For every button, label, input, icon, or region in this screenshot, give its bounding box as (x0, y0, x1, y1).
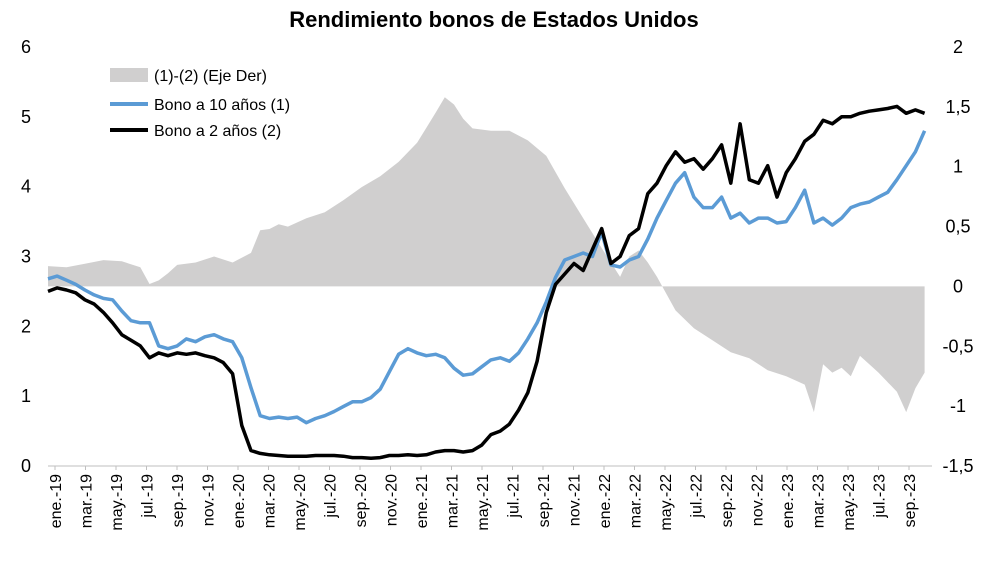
x-tick-label: nov.-22 (750, 474, 767, 526)
y-right-tick-label: -1,5 (942, 456, 973, 476)
x-tick-label: sep.-20 (353, 474, 370, 527)
yield-lines-layer (47, 104, 927, 461)
y-left-tick-label: 4 (21, 177, 31, 197)
x-tick-label: may.-21 (475, 474, 492, 531)
x-tick-label: jul.-23 (872, 474, 889, 519)
y-right-tick-label: 1,5 (945, 97, 970, 117)
x-tick-label: sep.-21 (536, 474, 553, 527)
y-left-tick-label: 2 (21, 316, 31, 336)
x-tick-label: ene.-21 (414, 474, 431, 528)
x-tick-label: jul.-20 (323, 474, 340, 519)
legend: (1)-(2) (Eje Der) Bono a 10 años (1) Bon… (110, 68, 290, 140)
y-right-tick-label: -0,5 (942, 336, 973, 356)
y-axis-left: 0 1 2 3 4 5 6 (21, 37, 31, 476)
series-line-2y (47, 104, 926, 461)
y-right-tick-label: 0,5 (945, 217, 970, 237)
legend-label-2y: Bono a 2 años (2) (154, 123, 281, 140)
y-axis-right: -1,5 -1 -0,5 0 0,5 1 1,5 2 (942, 37, 973, 476)
x-tick-label: may.-19 (109, 474, 126, 531)
x-tick-label: mar.-23 (811, 474, 828, 528)
y-right-tick-label: 1 (953, 157, 963, 177)
x-tick-label: jul.-22 (689, 474, 706, 519)
x-tick-label: nov.-19 (201, 474, 218, 526)
x-tick-label: may.-20 (292, 474, 309, 531)
x-tick-label: nov.-21 (567, 474, 584, 526)
x-tick-label: jul.-21 (506, 474, 523, 519)
x-tick-label: sep.-22 (719, 474, 736, 527)
y-left-tick-label: 5 (21, 107, 31, 127)
chart-title: Rendimiento bonos de Estados Unidos (289, 7, 698, 32)
y-left-tick-label: 3 (21, 247, 31, 267)
x-tick-label: may.-23 (841, 474, 858, 531)
x-tick-label: mar.-21 (445, 474, 462, 528)
x-tick-label: ene.-22 (597, 474, 614, 528)
y-left-tick-label: 1 (21, 386, 31, 406)
x-tick-label: sep.-23 (902, 474, 919, 527)
x-tick-label: mar.-22 (628, 474, 645, 528)
x-axis: ene.-19 mar.-19 may.-19 jul.-19 sep.-19 nov.-… (48, 466, 919, 531)
y-right-tick-label: 2 (953, 37, 963, 57)
x-tick-label: jul.-19 (140, 474, 157, 519)
y-right-tick-label: -1 (950, 396, 966, 416)
x-tick-label: sep.-19 (170, 474, 187, 527)
legend-swatch-spread (110, 68, 148, 82)
x-tick-label: nov.-20 (384, 474, 401, 526)
x-tick-label: ene.-20 (231, 474, 248, 528)
y-left-tick-label: 0 (21, 456, 31, 476)
series-line-10y (47, 130, 927, 425)
spread-area-layer (48, 97, 925, 413)
series-area-spread (48, 97, 925, 413)
y-right-tick-label: 0 (953, 276, 963, 296)
x-tick-label: ene.-19 (48, 474, 65, 528)
y-left-tick-label: 6 (21, 37, 31, 57)
legend-label-10y: Bono a 10 años (1) (154, 97, 290, 114)
x-tick-label: may.-22 (658, 474, 675, 531)
x-tick-label: ene.-23 (780, 474, 797, 528)
x-tick-label: mar.-19 (79, 474, 96, 528)
x-tick-label: mar.-20 (262, 474, 279, 528)
legend-label-spread: (1)-(2) (Eje Der) (154, 68, 267, 85)
